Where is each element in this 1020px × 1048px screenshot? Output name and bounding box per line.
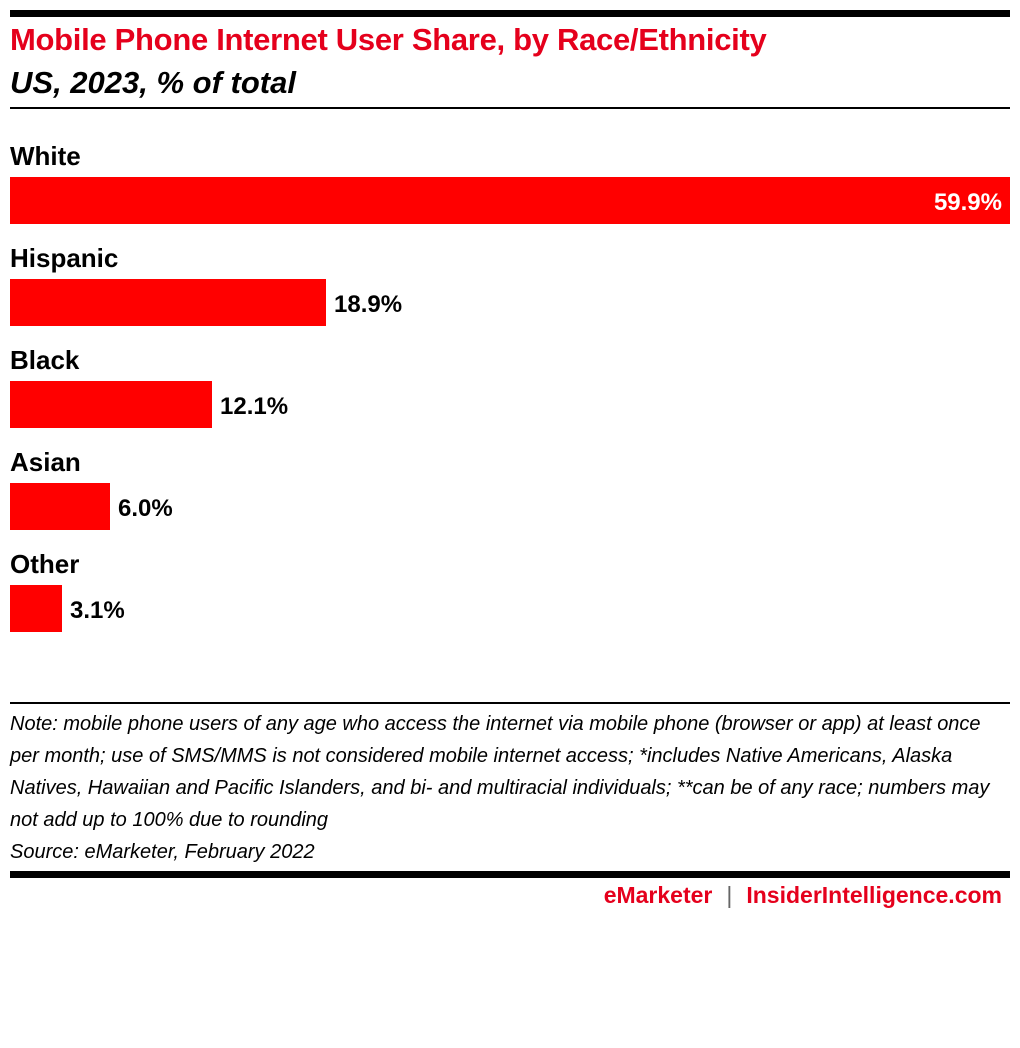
bar-hispanic <box>10 279 326 326</box>
bar-white <box>10 177 1010 224</box>
header-divider <box>10 107 1010 109</box>
chart-title: Mobile Phone Internet User Share, by Rac… <box>10 22 767 57</box>
bar-chart: White 59.9% Hispanic 18.9% Black 12.1% Asian 6.… <box>10 141 1010 632</box>
footer-branding: eMarketer | InsiderIntelligence.com <box>604 882 1002 909</box>
category-label-other: Other <box>10 549 79 579</box>
emarketer-logo: eMarketer <box>603 882 713 908</box>
chart-note: Note: mobile phone users of any age who … <box>10 713 990 831</box>
value-label-other: 3.1% <box>70 597 125 624</box>
category-label-white: White <box>10 141 81 171</box>
value-label-asian: 6.0% <box>118 495 173 522</box>
category-label-asian: Asian <box>10 447 81 477</box>
chart-subtitle: US, 2023, % of total <box>10 65 296 100</box>
chart-source: Source: eMarketer, February 2022 <box>10 841 315 863</box>
value-label-black: 12.1% <box>220 393 288 420</box>
bottom-rule <box>10 871 1010 878</box>
value-label-white: 59.9% <box>934 189 1002 216</box>
category-label-black: Black <box>10 345 80 375</box>
category-label-hispanic: Hispanic <box>10 243 118 273</box>
insider-intelligence-link: InsiderIntelligence.com <box>746 882 1002 908</box>
top-rule <box>10 10 1010 17</box>
bar-black <box>10 381 212 428</box>
notes-divider <box>10 702 1010 704</box>
bar-other <box>10 585 62 632</box>
value-label-hispanic: 18.9% <box>334 291 402 318</box>
footer-separator: | <box>726 882 733 908</box>
bar-asian <box>10 483 110 530</box>
